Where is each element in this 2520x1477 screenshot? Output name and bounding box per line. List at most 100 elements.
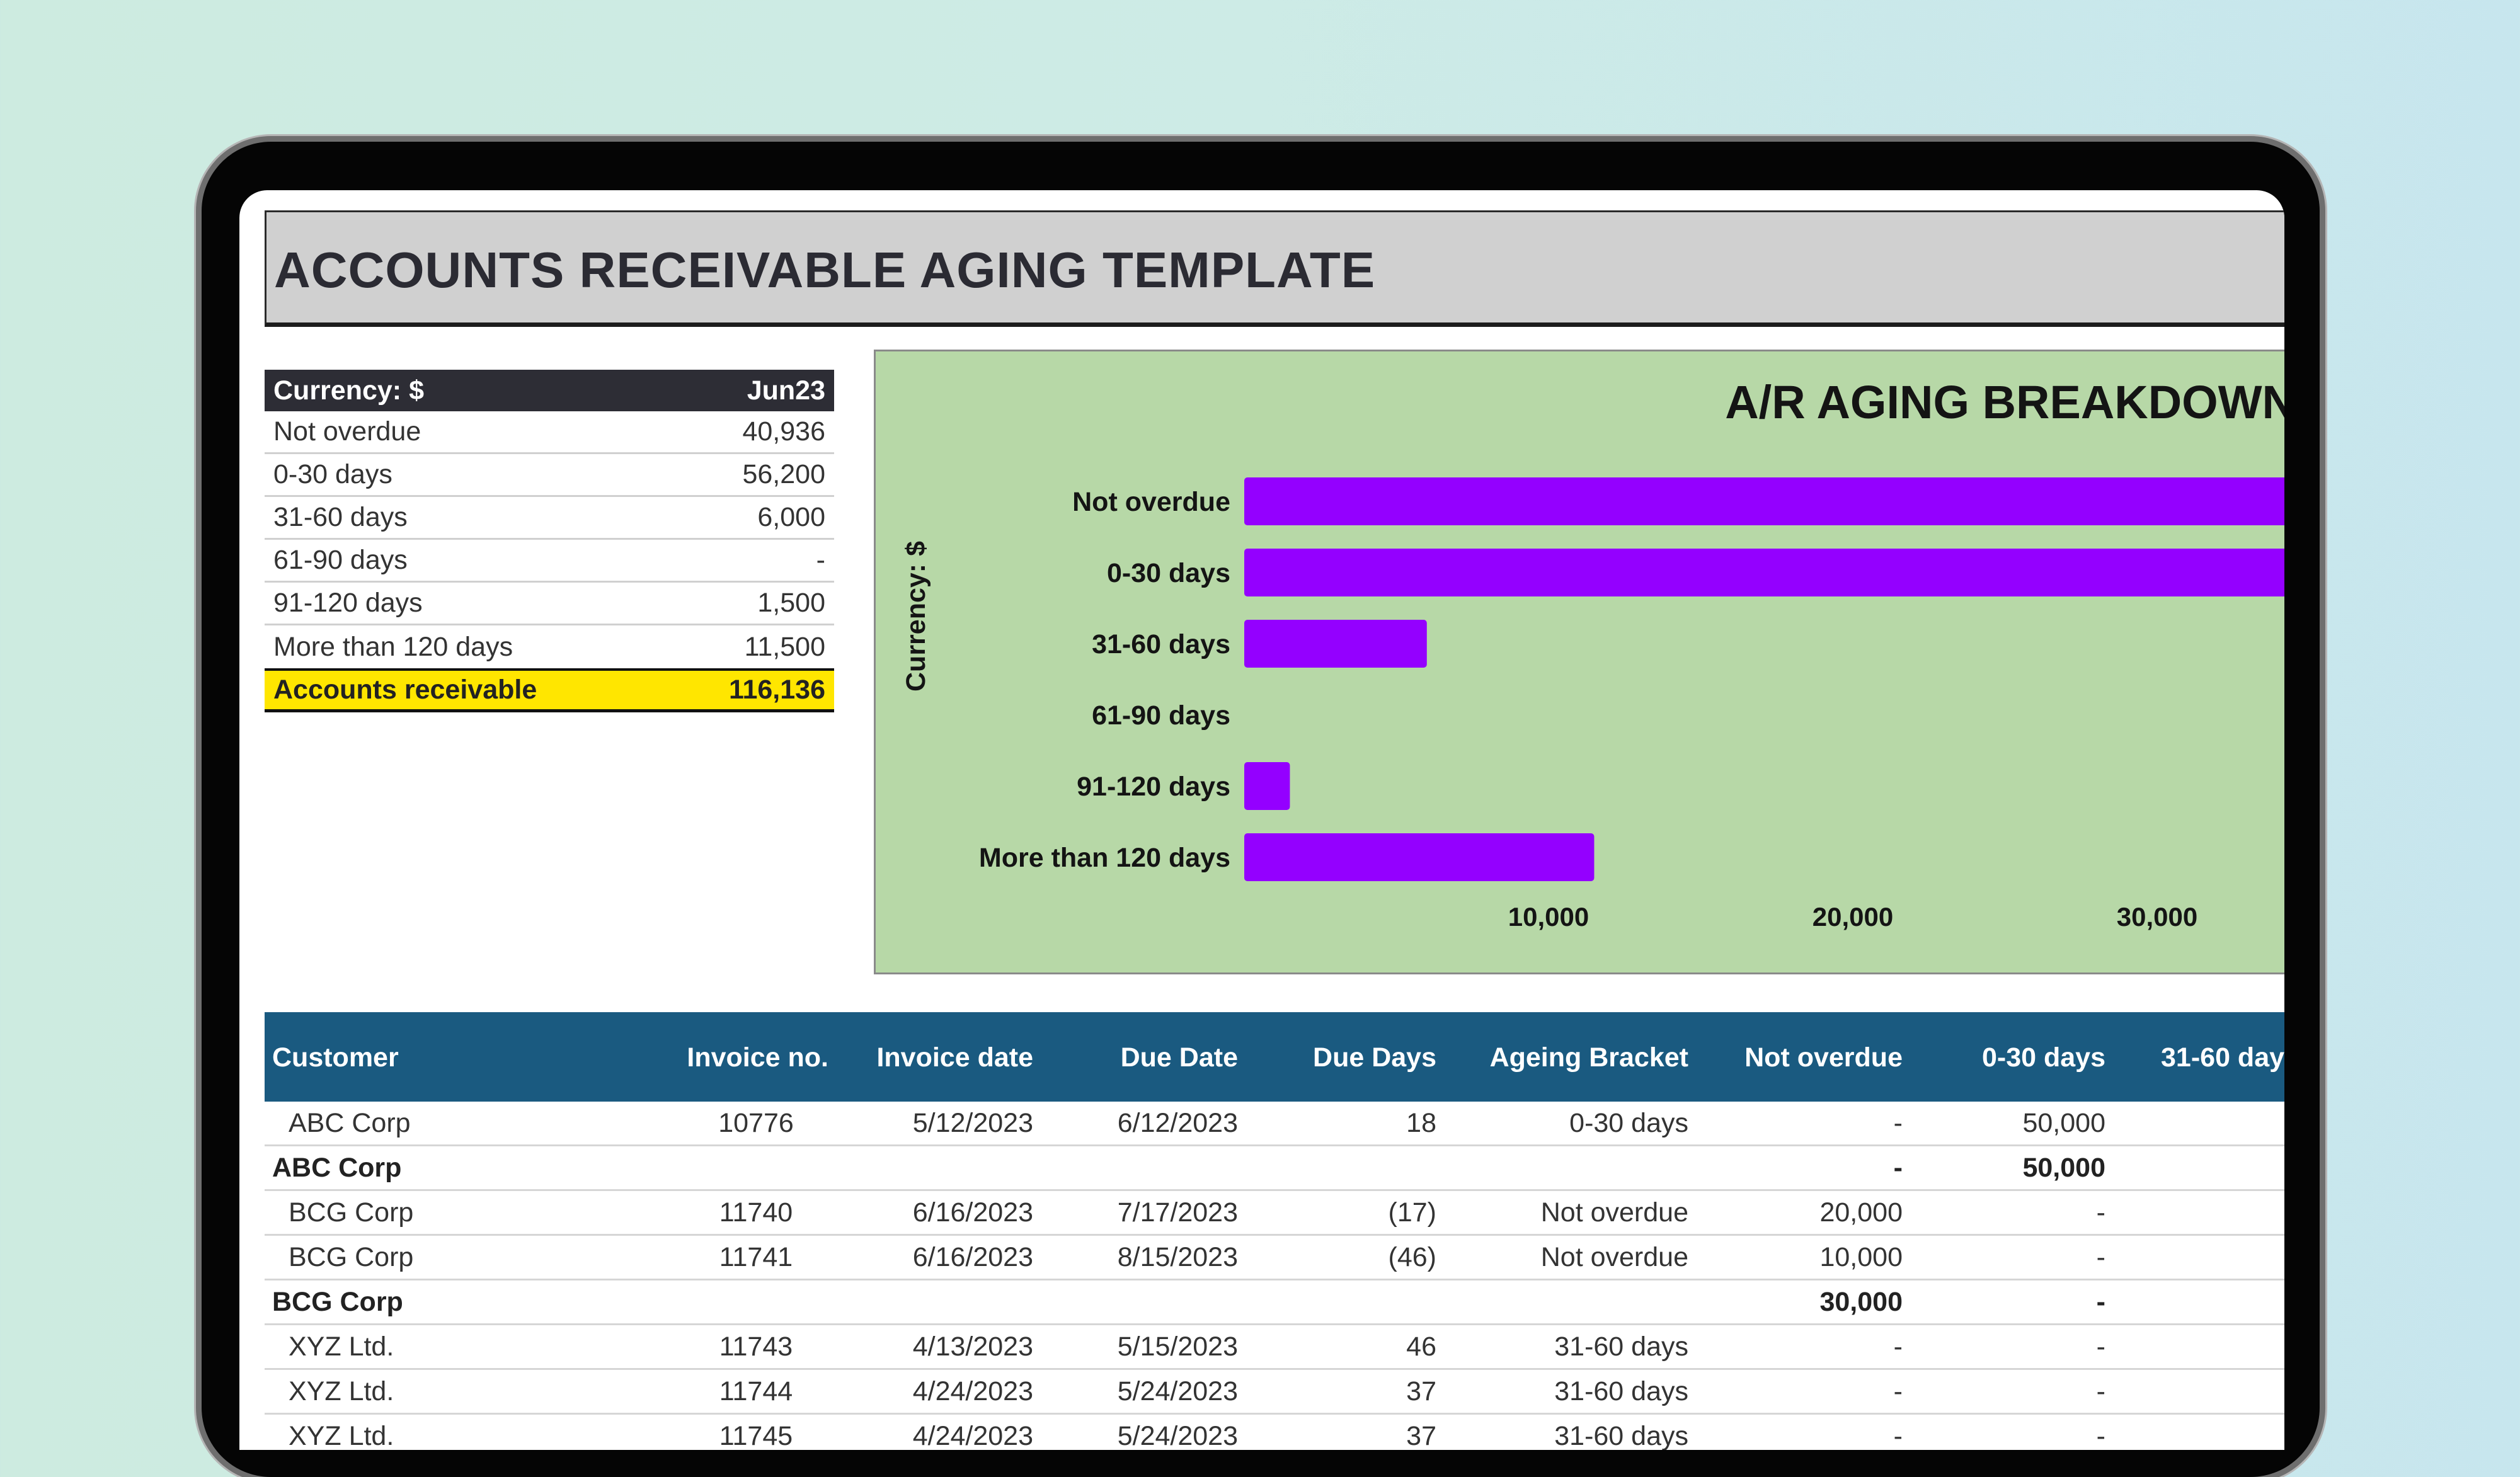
summary-row-value: 40,936 — [742, 416, 825, 447]
cell-due-date: 6/12/2023 — [1117, 1108, 1238, 1138]
cell-invoice-no: 10776 — [718, 1108, 794, 1138]
cell-31-60-days: 2,00 — [2155, 1376, 2284, 1407]
chart-category-label: 0-30 days — [1107, 558, 1230, 588]
cell-invoice-no: 11743 — [719, 1332, 793, 1362]
chart-category-label: Not overdue — [1072, 487, 1230, 517]
table-row[interactable]: BCG Corp 11741 6/16/2023 8/15/2023 (46) Not o… — [265, 1236, 2284, 1280]
detail-header-row: Customer Invoice no. Invoice date Due Da… — [265, 1012, 2284, 1102]
cell-0-30-days: - — [2096, 1421, 2105, 1450]
summary-row[interactable]: 91-120 days 1,500 — [265, 583, 834, 625]
summary-row-value: 11,500 — [744, 631, 825, 662]
cell-ageing-bracket: 31-60 days — [1554, 1376, 1688, 1406]
cell-not-overdue: - — [1893, 1421, 1903, 1450]
chart-bar[interactable] — [1244, 549, 2284, 596]
summary-row[interactable]: More than 120 days 11,500 — [265, 625, 834, 668]
cell-customer: XYZ Ltd. — [289, 1421, 394, 1450]
invoice-detail-table: Customer Invoice no. Invoice date Due Da… — [265, 1012, 2284, 1450]
chart-x-tick-label: 20,000 — [1813, 902, 1893, 932]
summary-row[interactable]: Not overdue 40,936 — [265, 411, 834, 454]
cell-not-overdue: - — [1893, 1376, 1903, 1406]
table-row[interactable]: BCG Corp 11740 6/16/2023 7/17/2023 (17) Not o… — [265, 1191, 2284, 1236]
chart-category-label: 61-90 days — [1092, 700, 1230, 731]
detail-body: ABC Corp 10776 5/12/2023 6/12/2023 18 0-30 da… — [265, 1102, 2284, 1450]
cell-not-overdue: 30,000 — [1819, 1287, 1903, 1317]
cell-ageing-bracket: 0-30 days — [1569, 1108, 1688, 1138]
cell-due-date: 8/15/2023 — [1117, 1242, 1238, 1272]
cell-due-date: 5/15/2023 — [1117, 1332, 1238, 1362]
cell-ageing-bracket: Not overdue — [1540, 1242, 1688, 1272]
cell-invoice-date: 5/12/2023 — [912, 1108, 1033, 1138]
column-header-customer[interactable]: Customer — [272, 1042, 399, 1073]
chart-category-label: 31-60 days — [1092, 629, 1230, 659]
summary-row-label: 91-120 days — [273, 588, 423, 618]
cell-due-date: 5/24/2023 — [1117, 1376, 1238, 1406]
cell-0-30-days: - — [2096, 1197, 2105, 1228]
chart-bar[interactable] — [1244, 620, 1427, 668]
cell-not-overdue: 20,000 — [1819, 1197, 1903, 1228]
cell-not-overdue: - — [1893, 1153, 1903, 1183]
cell-customer: BCG Corp — [272, 1287, 403, 1317]
cell-due-date: 7/17/2023 — [1117, 1197, 1238, 1228]
summary-row[interactable]: 61-90 days - — [265, 540, 834, 583]
table-row[interactable]: ABC Corp 10776 5/12/2023 6/12/2023 18 0-30 da… — [265, 1102, 2284, 1146]
subtotal-row[interactable]: ABC Corp - 50,000 — [265, 1146, 2284, 1191]
summary-row-value: 6,000 — [757, 502, 825, 532]
cell-due-days: (17) — [1388, 1197, 1436, 1228]
table-row[interactable]: XYZ Ltd. 11744 4/24/2023 5/24/2023 37 31-60 d… — [265, 1370, 2284, 1415]
summary-row[interactable]: 0-30 days 56,200 — [265, 454, 834, 497]
cell-ageing-bracket: 31-60 days — [1554, 1421, 1688, 1450]
aging-chart[interactable]: Not overdue 0-30 days 31-60 days 61-90 days… — [874, 350, 2284, 974]
cell-due-days: 37 — [1406, 1421, 1436, 1450]
cell-31-60-days: 2,00 — [2155, 1421, 2284, 1450]
cell-due-days: (46) — [1388, 1242, 1436, 1272]
aging-summary-table: Currency: $ Jun23 Not overdue 40,936 0-3… — [265, 370, 834, 712]
title-bar: ACCOUNTS RECEIVABLE AGING TEMPLATE — [265, 210, 2284, 327]
summary-period: Jun23 — [747, 375, 825, 406]
column-header-invoice-no[interactable]: Invoice no. — [687, 1042, 828, 1073]
summary-row-label: 61-90 days — [273, 545, 408, 575]
summary-row-value: 1,500 — [757, 588, 825, 618]
chart-bar[interactable] — [1244, 477, 2284, 525]
chart-x-tick-label: 30,000 — [2117, 902, 2197, 932]
cell-0-30-days: - — [2096, 1242, 2105, 1272]
chart-y-axis-label: Currency: $ — [901, 541, 931, 692]
summary-total-value: 116,136 — [728, 675, 825, 705]
cell-customer: ABC Corp — [289, 1108, 411, 1138]
cell-not-overdue: - — [1893, 1108, 1903, 1138]
summary-total-row[interactable]: Accounts receivable 116,136 — [265, 668, 834, 712]
summary-row-label: 0-30 days — [273, 459, 392, 489]
cell-0-30-days: 50,000 — [2022, 1153, 2105, 1183]
spreadsheet-screen: ACCOUNTS RECEIVABLE AGING TEMPLATE Curre… — [239, 190, 2284, 1450]
chart-bar[interactable] — [1244, 762, 1290, 810]
column-header-0-30-days[interactable]: 0-30 days — [1981, 1042, 2105, 1073]
chart-category-label: 91-120 days — [1077, 772, 1230, 802]
summary-row-value: - — [816, 545, 825, 575]
cell-invoice-date: 4/24/2023 — [912, 1376, 1033, 1406]
column-header-not-overdue[interactable]: Not overdue — [1744, 1042, 1903, 1073]
summary-total-label: Accounts receivable — [273, 675, 537, 705]
chart-title: A/R AGING BREAKDOWN — [1725, 376, 2284, 428]
cell-0-30-days: - — [2096, 1376, 2105, 1406]
column-header-ageing-bracket[interactable]: Ageing Bracket — [1489, 1042, 1688, 1073]
column-header-invoice-date[interactable]: Invoice date — [876, 1042, 1033, 1073]
chart-bar[interactable] — [1244, 833, 1595, 881]
column-header-due-days[interactable]: Due Days — [1313, 1042, 1436, 1073]
chart-plot-area: Not overdue 0-30 days 31-60 days 61-90 days… — [979, 477, 2284, 932]
summary-row-label: 31-60 days — [273, 502, 408, 532]
cell-invoice-no: 11745 — [719, 1421, 793, 1450]
column-header-31-60-days[interactable]: 31-60 day — [2161, 1042, 2284, 1073]
table-row[interactable]: XYZ Ltd. 11743 4/13/2023 5/15/2023 46 31-60 d… — [265, 1325, 2284, 1370]
summary-currency-label: Currency: $ — [273, 375, 424, 406]
cell-customer: BCG Corp — [289, 1242, 414, 1272]
summary-row[interactable]: 31-60 days 6,000 — [265, 497, 834, 540]
cell-invoice-date: 4/24/2023 — [912, 1421, 1033, 1450]
cell-due-days: 46 — [1406, 1332, 1436, 1362]
subtotal-row[interactable]: BCG Corp 30,000 - — [265, 1280, 2284, 1325]
cell-ageing-bracket: Not overdue — [1540, 1197, 1688, 1228]
cell-invoice-no: 11741 — [719, 1242, 793, 1272]
table-row[interactable]: XYZ Ltd. 11745 4/24/2023 5/24/2023 37 31-60 d… — [265, 1415, 2284, 1450]
chart-category-label: More than 120 days — [979, 843, 1230, 873]
column-header-due-date[interactable]: Due Date — [1120, 1042, 1238, 1073]
summary-row-value: 56,200 — [742, 459, 825, 489]
summary-row-label: Not overdue — [273, 416, 421, 447]
